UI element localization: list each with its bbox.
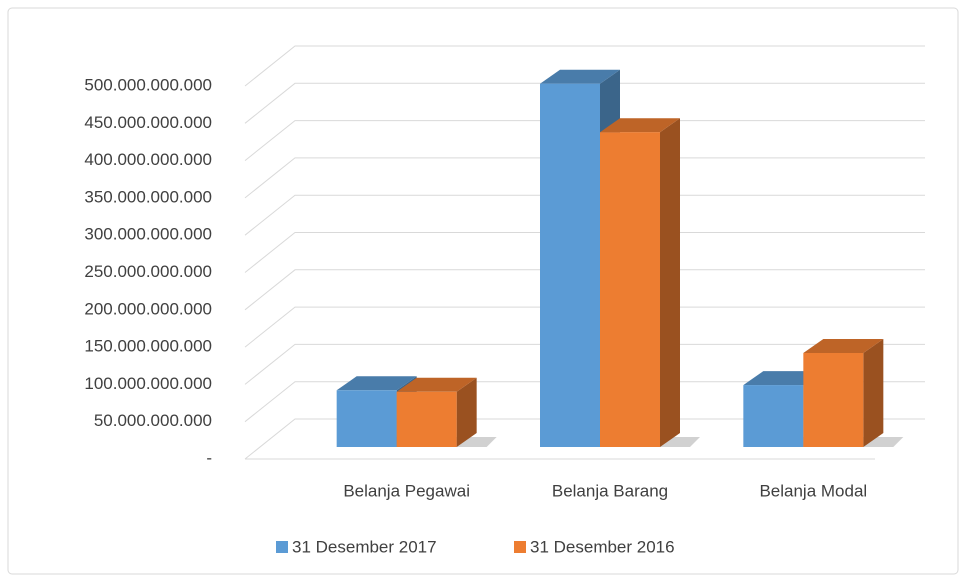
y-tick-label: 50.000.000.000 bbox=[94, 411, 212, 430]
grid-line bbox=[244, 82, 925, 124]
bar bbox=[540, 83, 600, 447]
grid-line bbox=[244, 232, 925, 273]
y-tick-label: 150.000.000.000 bbox=[84, 337, 212, 356]
grid-line bbox=[244, 157, 925, 199]
x-tick-label: Belanja Pegawai bbox=[343, 481, 470, 500]
bar-top bbox=[396, 377, 477, 392]
y-tick-label: 100.000.000.000 bbox=[84, 374, 212, 393]
bar bbox=[336, 390, 397, 447]
x-tick-label: Belanja Modal bbox=[759, 481, 867, 500]
bar bbox=[396, 391, 457, 447]
grid-line bbox=[244, 194, 925, 236]
bar bbox=[600, 132, 660, 448]
legend-label: 31 Desember 2016 bbox=[530, 537, 675, 556]
bar-top bbox=[600, 118, 680, 133]
bar-side bbox=[456, 377, 477, 447]
grid-line bbox=[244, 343, 925, 385]
bar-top bbox=[540, 69, 620, 84]
chart-border bbox=[7, 7, 959, 575]
bar-side bbox=[660, 118, 680, 448]
y-tick-label: 400.000.000.000 bbox=[84, 150, 212, 169]
bar-side bbox=[863, 339, 884, 447]
legend-swatch bbox=[276, 541, 288, 553]
legend-label: 31 Desember 2017 bbox=[292, 537, 437, 556]
grid-line bbox=[244, 306, 925, 348]
bar-top bbox=[803, 339, 884, 354]
legend-swatch bbox=[514, 541, 526, 553]
x-tick-label: Belanja Barang bbox=[552, 481, 668, 500]
y-tick-label: 250.000.000.000 bbox=[84, 262, 212, 281]
y-tick-label: - bbox=[206, 448, 212, 467]
y-tick-label: 500.000.000.000 bbox=[84, 75, 212, 94]
y-tick-label: 200.000.000.000 bbox=[84, 299, 212, 318]
grid-line bbox=[244, 269, 925, 311]
grid-line bbox=[244, 120, 925, 161]
grid-line bbox=[244, 45, 925, 87]
bar bbox=[803, 353, 864, 447]
grid-line bbox=[244, 381, 925, 423]
bar bbox=[743, 385, 804, 447]
grid-line bbox=[244, 418, 925, 460]
y-tick-label: 350.000.000.000 bbox=[84, 187, 212, 206]
y-tick-label: 300.000.000.000 bbox=[84, 225, 212, 244]
bar-top bbox=[336, 376, 417, 391]
y-tick-label: 450.000.000.000 bbox=[84, 113, 212, 132]
